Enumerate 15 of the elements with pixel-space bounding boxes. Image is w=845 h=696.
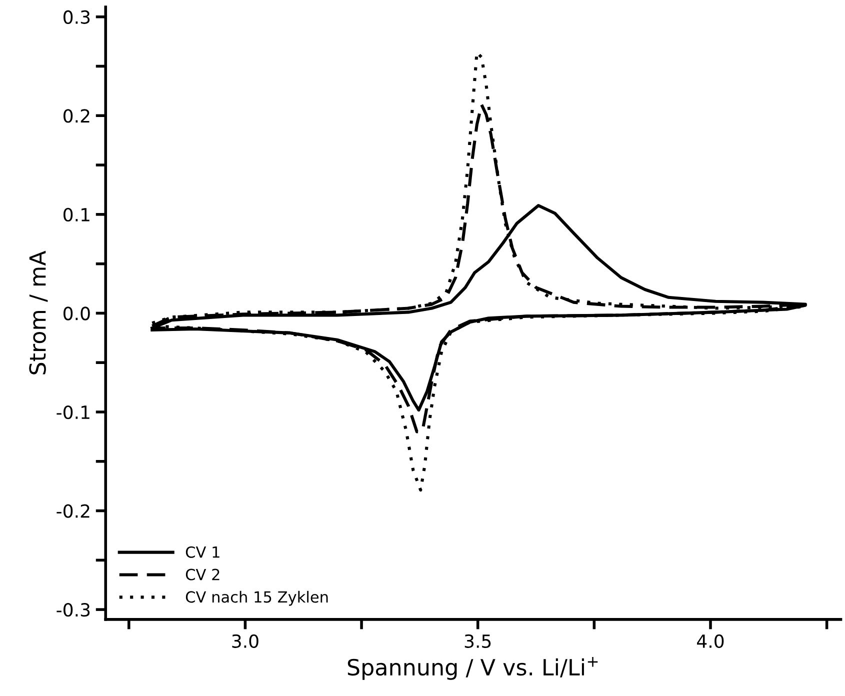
y-tick-label: 0.1	[64, 208, 90, 222]
x-tick-label: 3.5	[464, 634, 491, 648]
legend-label: CV 1	[186, 546, 220, 558]
y-tick-label: 0.2	[64, 109, 90, 123]
x-tick-label: 4.0	[697, 634, 724, 648]
legend-label: CV nach 15 Zyklen	[186, 590, 328, 606]
y-axis-title: Strom / mA	[29, 250, 48, 374]
legend-label: CV 2	[186, 568, 220, 580]
y-tick-label: -0.3	[56, 603, 90, 617]
x-axis-title: Spannung / V vs. Li/Li$^{+}$	[348, 657, 598, 680]
y-tick-label: 0.0	[64, 306, 90, 320]
y-tick-label: 0.3	[64, 10, 90, 24]
y-tick-label: -0.2	[56, 504, 90, 518]
y-tick-label: -0.1	[56, 405, 90, 420]
x-tick-label: 3.0	[232, 634, 258, 648]
